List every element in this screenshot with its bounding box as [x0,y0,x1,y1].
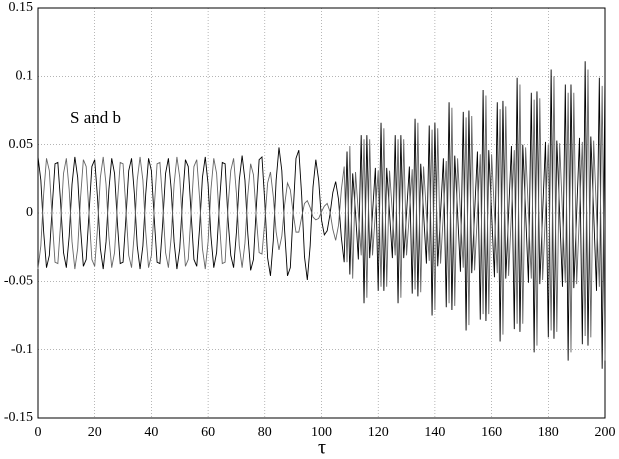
x-tick-label: 60 [201,425,215,440]
x-tick-label: 160 [481,425,502,440]
y-tick-label: -0.1 [11,342,33,357]
y-tick-label: 0.05 [9,137,34,152]
y-tick-label: -0.15 [4,410,33,425]
x-tick-label: 200 [595,425,616,440]
plot-frame [37,7,606,419]
x-tick-label: 20 [88,425,102,440]
x-tick-label: 100 [311,425,332,440]
x-axis-label: τ [318,437,326,459]
y-tick-label: -0.05 [4,274,33,289]
y-tick-label: 0.1 [16,69,34,84]
x-tick-label: 140 [424,425,445,440]
series-line [37,69,606,361]
x-tick-label: 80 [258,425,272,440]
x-tick-label: 120 [368,425,389,440]
series-line [37,61,606,369]
x-tick-label: 40 [144,425,158,440]
y-tick-label: 0 [26,205,33,220]
x-tick-label: 180 [538,425,559,440]
x-tick-label: 0 [35,425,42,440]
y-tick-label: 0.15 [9,0,34,15]
annotation: S and b [70,108,121,127]
